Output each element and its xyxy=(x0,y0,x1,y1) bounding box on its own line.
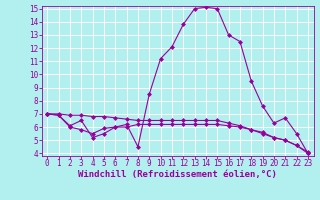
X-axis label: Windchill (Refroidissement éolien,°C): Windchill (Refroidissement éolien,°C) xyxy=(78,170,277,179)
